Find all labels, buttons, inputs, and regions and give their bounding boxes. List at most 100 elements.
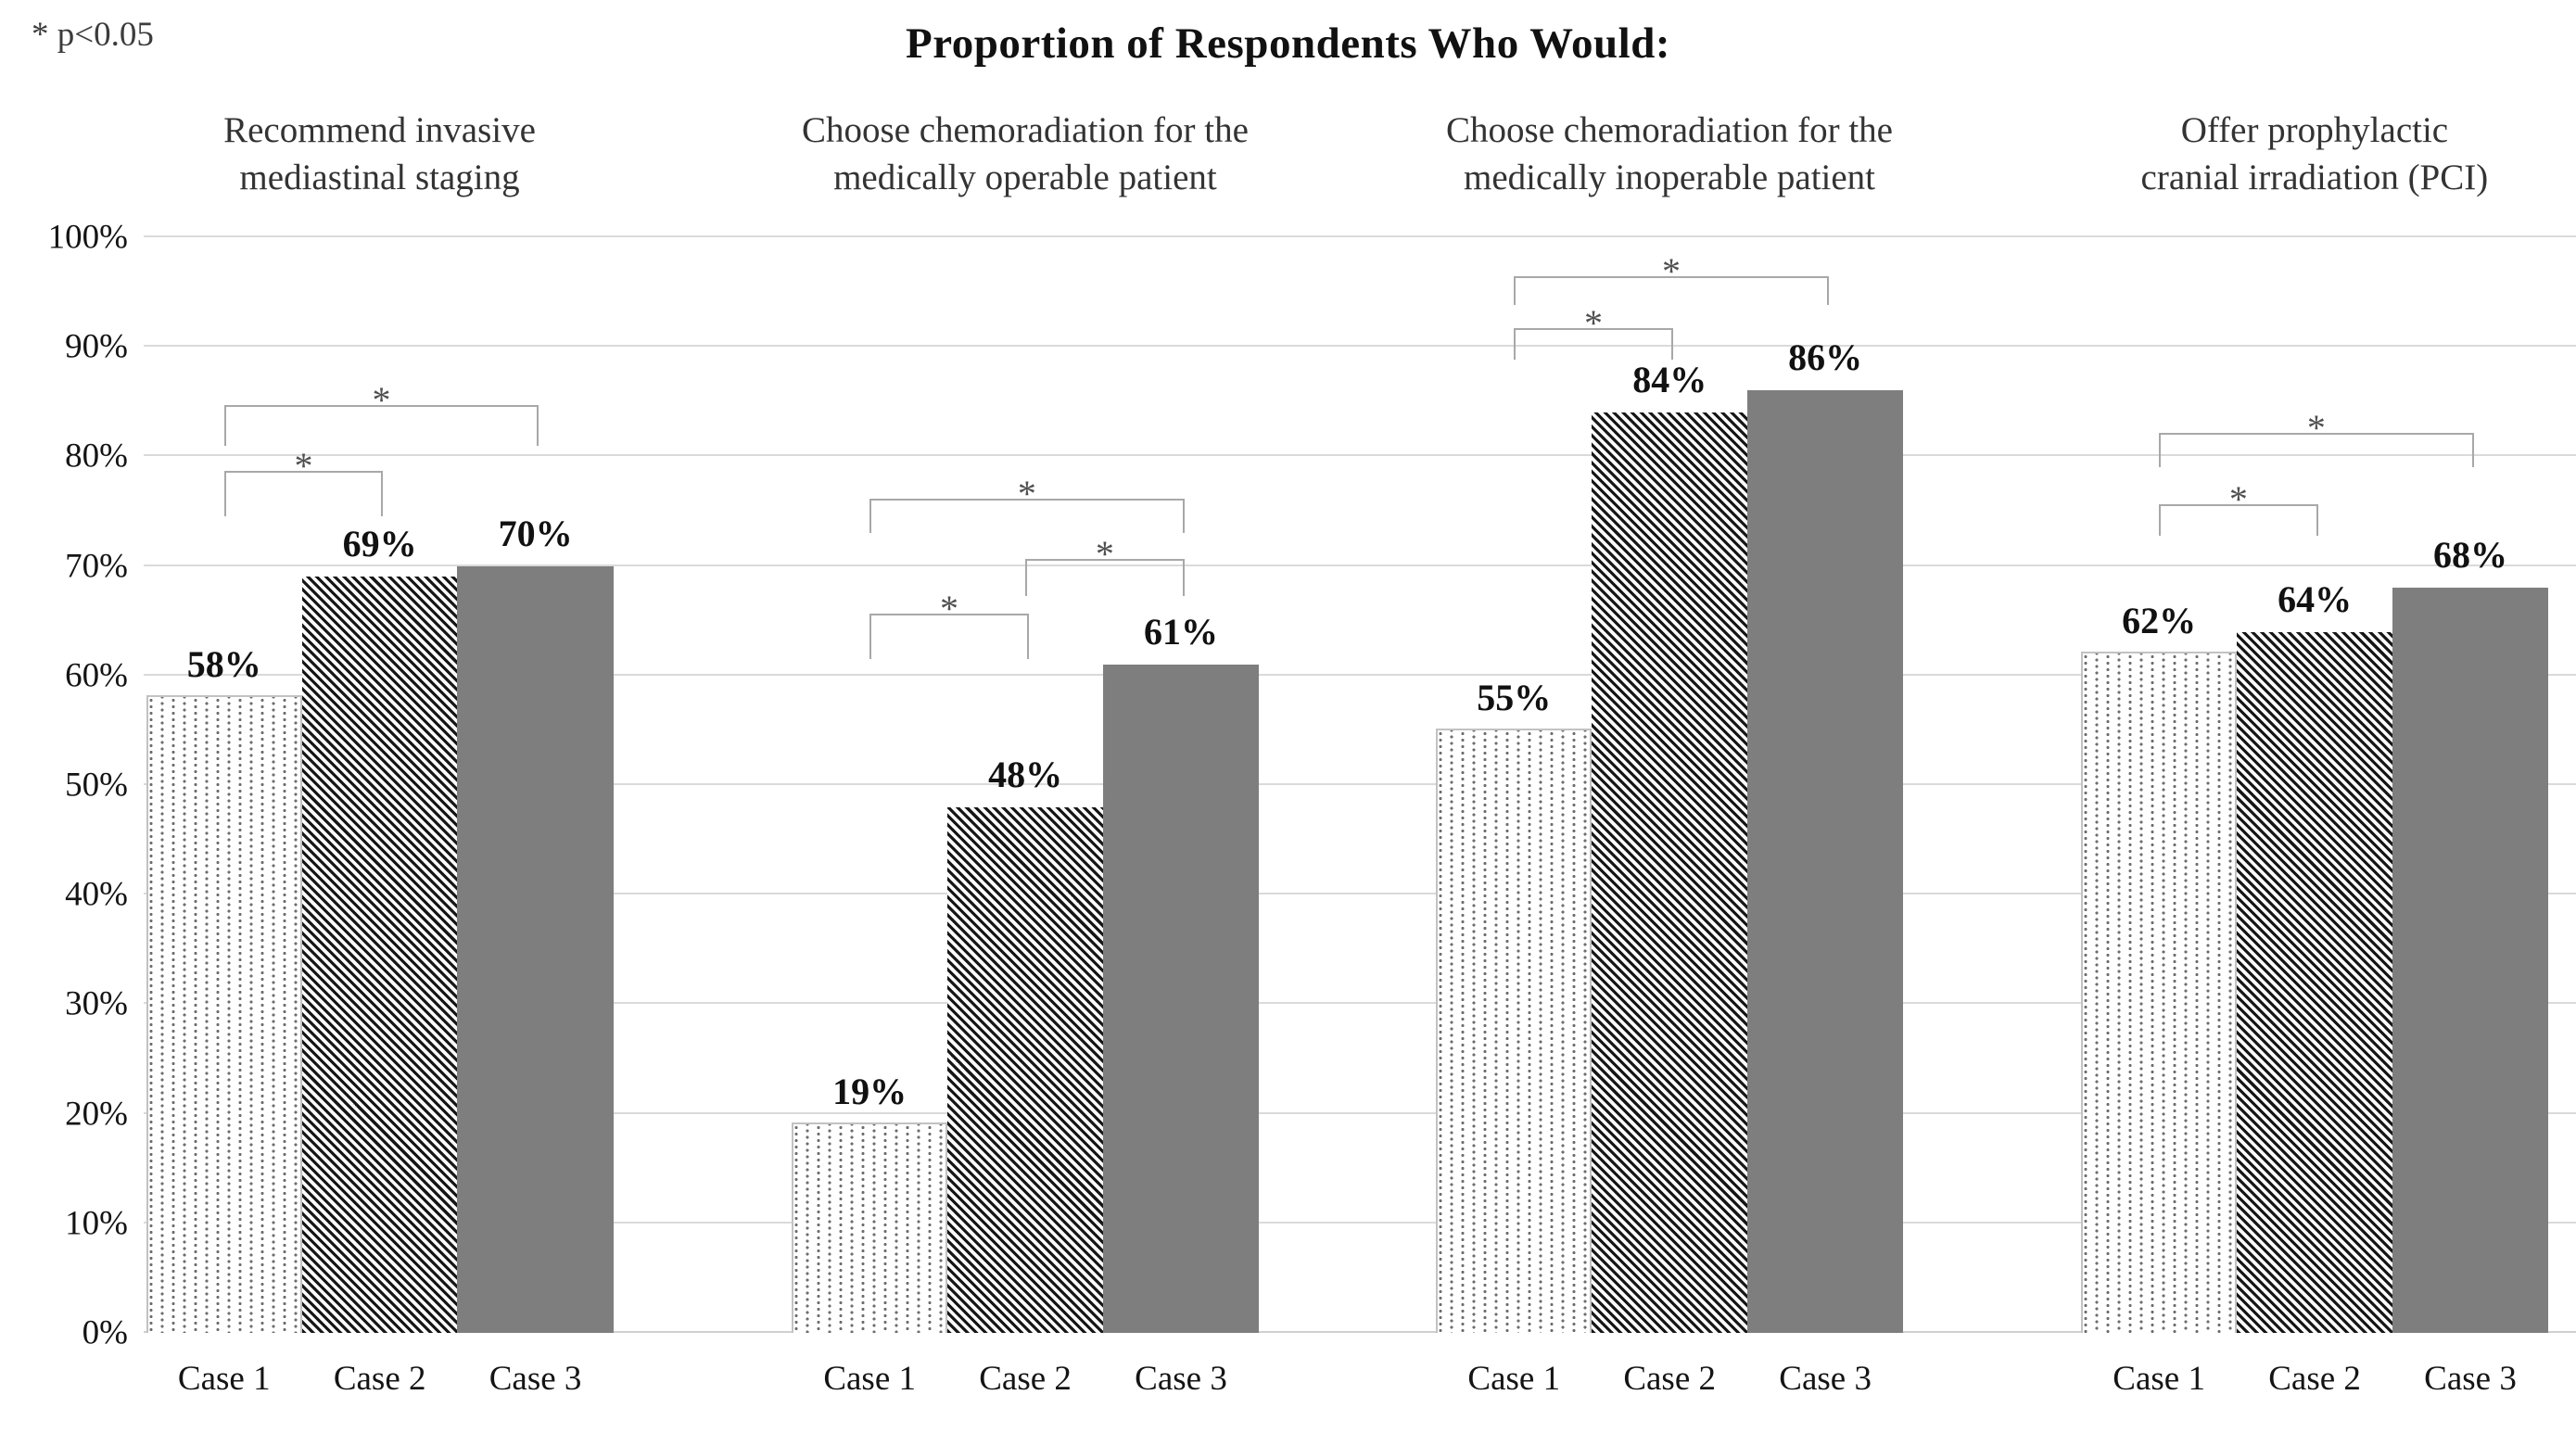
bar-cell: 19% Case 1 [792,237,948,1398]
bar-cell: 61% Case 3 [1102,237,1260,1398]
gridline [144,235,2576,237]
group-header-line: Offer prophylactic [2180,110,2449,150]
gridline [144,673,2576,676]
bar-value-label: 55% [1477,676,1552,718]
group-header-line: medically operable patient [833,157,1217,197]
significance-note: * p<0.05 [32,16,154,54]
y-tick-label: 30% [65,984,128,1023]
group-header-line: medically inoperable patient [1464,157,1876,197]
significance-star: * [2306,406,2326,449]
bar-value-label: 68% [2433,534,2508,577]
bar-case-2 [2236,631,2393,1333]
y-tick-label: 50% [65,766,128,805]
y-tick-label: 80% [65,437,128,476]
bar-case-3 [457,565,614,1333]
group-header: Choose chemoradiation for the medically i… [1329,108,2011,201]
bar-cell: 55% Case 1 [1436,237,1593,1398]
significance-star: * [939,587,958,629]
gridline [144,345,2576,348]
bar-cell: 58% Case 1 [146,237,302,1398]
significance-bracket: * [2158,480,2318,536]
y-tick-label: 40% [65,875,128,914]
gridline [144,454,2576,457]
bar-cell: 69% Case 2 [301,237,458,1398]
y-tick-label: 20% [65,1095,128,1134]
bar-value-label: 61% [1144,610,1219,653]
group-header-line: Choose chemoradiation for the [801,110,1249,150]
case-label: Case 2 [2268,1360,2361,1398]
group-header: Choose chemoradiation for the medically o… [685,108,1366,201]
bar-value-label: 48% [988,753,1063,795]
y-tick-label: 70% [65,547,128,586]
significance-bracket: * [223,447,384,517]
bar-case-1 [146,695,302,1333]
bar-cell: 62% Case 1 [2081,237,2238,1398]
group-header: Recommend invasive mediastinal staging [39,108,720,201]
significance-bracket: * [1514,305,1673,361]
bar-cell: 84% Case 2 [1592,237,1748,1398]
bar-case-3 [1746,390,1904,1333]
bar-cell: 64% Case 2 [2236,237,2393,1398]
bar-case-3 [1102,664,1260,1333]
bar-group: 62% Case 1 64% Case 2 68% Case 3 * * [2081,237,2549,1398]
chart-title: Proportion of Respondents Who Would: [905,19,1670,68]
y-tick-label: 100% [47,218,128,257]
y-axis: 0% 10% 20% 30% 40% 50% 60% 70% 80% 90% 100% [0,219,132,1352]
bar-group: 55% Case 1 84% Case 2 86% Case 3 * * [1436,237,1904,1398]
case-label: Case 1 [1467,1360,1561,1398]
y-tick-label: 90% [65,327,128,366]
bar-case-1 [2081,652,2238,1333]
significance-star: * [294,444,313,487]
significance-star: * [372,379,391,422]
case-label: Case 2 [333,1360,426,1398]
group-header-line: Choose chemoradiation for the [1446,110,1893,150]
bar-value-label: 58% [186,643,261,686]
gridline [144,1111,2576,1114]
bar-case-1 [1436,728,1593,1333]
bar-case-2 [301,577,458,1333]
significance-star: * [2228,477,2248,520]
case-label: Case 1 [2113,1360,2205,1398]
bar-cell: 70% Case 3 [457,237,614,1398]
y-tick-label: 0% [82,1313,128,1352]
bar-group: 19% Case 1 48% Case 2 61% Case 3 * * * [792,237,1260,1398]
group-header-line: cranial irradiation (PCI) [2140,157,2489,197]
case-label: Case 2 [1623,1360,1717,1398]
bar-value-label: 64% [2278,577,2353,620]
significance-bracket: * [869,590,1029,660]
significance-star: * [1095,532,1114,575]
bar-cell: 86% Case 3 [1746,237,1904,1398]
gridline [144,564,2576,566]
group-header-line: Recommend invasive [223,110,536,150]
significance-bracket: * [869,475,1185,534]
case-label: Case 3 [1135,1360,1227,1398]
bar-cell: 48% Case 2 [946,237,1104,1398]
gridline [144,1221,2576,1224]
gridline [144,783,2576,785]
bar-case-1 [792,1122,948,1333]
group-header-line: mediastinal staging [239,157,520,197]
case-label: Case 2 [979,1360,1072,1398]
bar-case-2 [1592,412,1748,1333]
case-label: Case 3 [489,1360,582,1398]
bar-case-3 [2392,588,2549,1333]
bar-value-label: 62% [2122,600,2197,642]
significance-bracket: * [2158,409,2474,468]
significance-star: * [1584,302,1604,345]
significance-bracket: * [1024,535,1185,596]
group-headers-row: Recommend invasive mediastinal staging Cho… [144,108,2576,247]
significance-bracket: * [223,382,539,446]
y-tick-label: 10% [65,1204,128,1243]
gridline [144,1331,2576,1333]
gridline [144,1002,2576,1005]
case-label: Case 1 [177,1360,271,1398]
case-label: Case 3 [1779,1360,1872,1398]
case-label: Case 3 [2424,1360,2517,1398]
y-tick-label: 60% [65,656,128,695]
bar-value-label: 69% [342,523,417,565]
plot-area: 58% Case 1 69% Case 2 70% Case 3 * * 19% Case 1 48… [144,235,2576,1398]
gridline [144,893,2576,895]
significance-bracket: * [1514,252,1829,306]
bar-cell: 68% Case 3 [2392,237,2549,1398]
